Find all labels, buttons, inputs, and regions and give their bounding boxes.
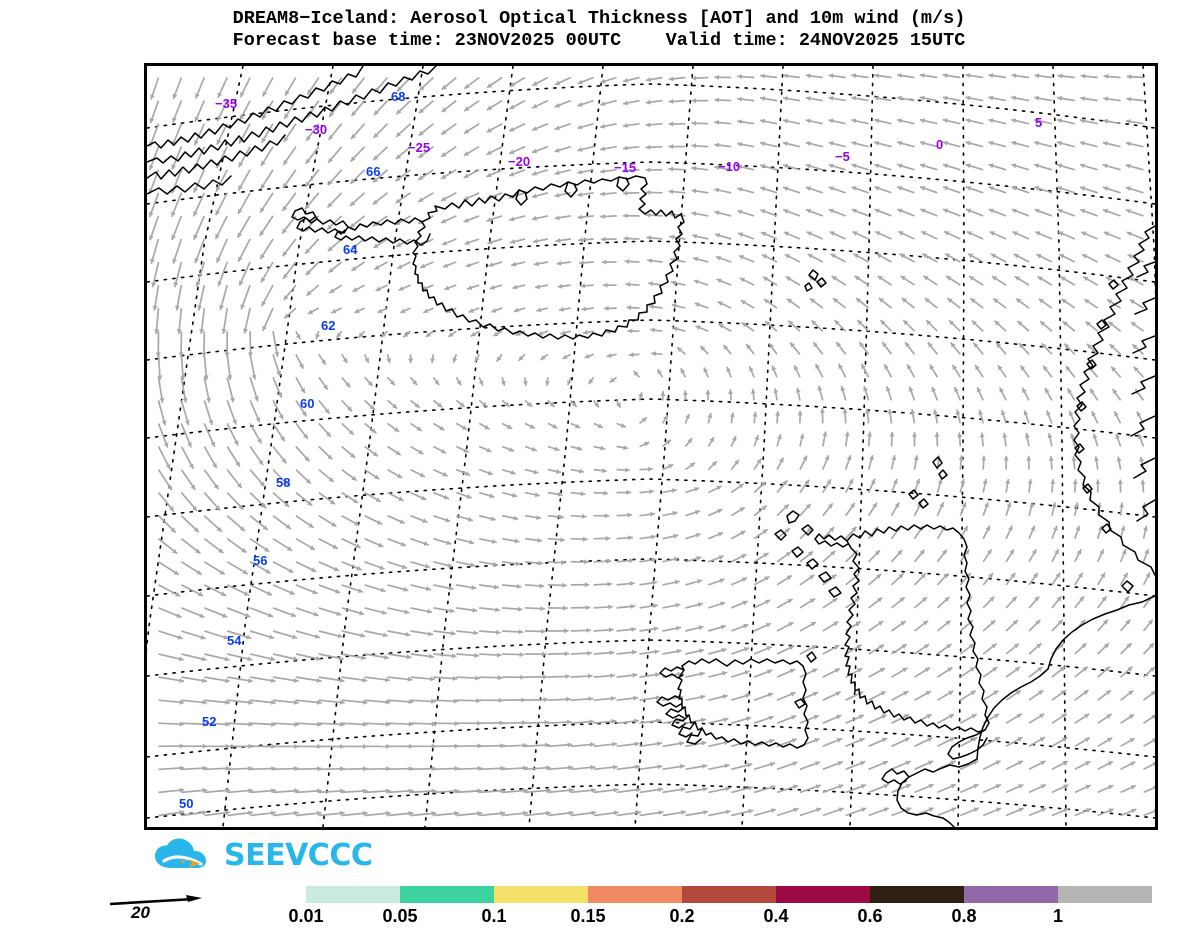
lat-label: 60 bbox=[300, 396, 315, 411]
lon-label: −30 bbox=[305, 122, 328, 137]
map-panel[interactable]: −35 −30 −25 −20 −15 −10 −5 0 5 68 66 64 … bbox=[144, 63, 1158, 830]
lon-label: 5 bbox=[1035, 115, 1043, 130]
lon-label: 0 bbox=[936, 137, 944, 152]
lon-label: −35 bbox=[215, 96, 238, 111]
colorbar-segment-2 bbox=[400, 886, 494, 903]
lat-label: 64 bbox=[343, 242, 358, 257]
lat-label: 58 bbox=[276, 475, 291, 490]
lat-label: 68 bbox=[391, 89, 406, 104]
lon-label: −20 bbox=[508, 154, 531, 169]
colorbar-segment-0 bbox=[212, 886, 306, 903]
colorbar-tick-label: 0.6 bbox=[857, 906, 883, 926]
lon-label: −25 bbox=[408, 140, 431, 155]
colorbar-segment-9 bbox=[1058, 886, 1152, 903]
colorbar-tick-label: 0.4 bbox=[763, 906, 789, 926]
colorbar-tick-label: 0.8 bbox=[951, 906, 977, 926]
lon-label: −15 bbox=[614, 160, 637, 175]
lat-label: 54 bbox=[227, 633, 242, 648]
coastlines bbox=[147, 66, 1155, 827]
colorbar-tick-label: 0.1 bbox=[481, 906, 507, 926]
colorbar-tick-label: 0.01 bbox=[288, 906, 324, 926]
colorbar-tick-label: 1 bbox=[1052, 906, 1064, 926]
lat-label: 62 bbox=[321, 318, 336, 333]
cloud-logo-icon bbox=[155, 838, 206, 868]
colorbar-segment-8 bbox=[964, 886, 1058, 903]
colorbar-tick-label: 0.15 bbox=[570, 906, 606, 926]
chart-title: DREAM8−Iceland: Aerosol Optical Thicknes… bbox=[0, 8, 1198, 52]
wind-vector-field bbox=[148, 73, 1155, 817]
aot-colorbar[interactable] bbox=[212, 886, 1152, 903]
colorbar-tick-label: 0.05 bbox=[382, 906, 418, 926]
lat-label: 66 bbox=[366, 164, 381, 179]
title-line-1: DREAM8−Iceland: Aerosol Optical Thicknes… bbox=[232, 8, 966, 29]
wind-scale-arrow-icon bbox=[109, 895, 202, 906]
graticule bbox=[147, 66, 1155, 827]
colorbar-segment-5 bbox=[682, 886, 776, 903]
map-canvas bbox=[147, 66, 1155, 827]
lat-label: 56 bbox=[253, 553, 268, 568]
lon-label: −5 bbox=[835, 149, 850, 164]
colorbar-tick-label: 0.2 bbox=[669, 906, 695, 926]
aot-colorbar-labels: 0.01 0.05 0.1 0.15 0.2 0.4 0.6 0.8 1 bbox=[212, 906, 1152, 930]
lat-label: 52 bbox=[202, 714, 217, 729]
lat-label: 50 bbox=[179, 796, 194, 811]
seevccc-logo: SEEVCCC bbox=[152, 836, 412, 876]
logo-wordmark: SEEVCCC bbox=[224, 838, 373, 873]
colorbar-segment-4 bbox=[588, 886, 682, 903]
lon-label: −10 bbox=[718, 159, 741, 174]
colorbar-segment-3 bbox=[494, 886, 588, 903]
colorbar-segment-6 bbox=[776, 886, 870, 903]
wind-scale-value: 20 bbox=[131, 903, 150, 922]
colorbar-segment-7 bbox=[870, 886, 964, 903]
colorbar-segment-1 bbox=[306, 886, 400, 903]
title-line-2: Forecast base time: 23NOV2025 00UTC Vali… bbox=[232, 30, 966, 51]
